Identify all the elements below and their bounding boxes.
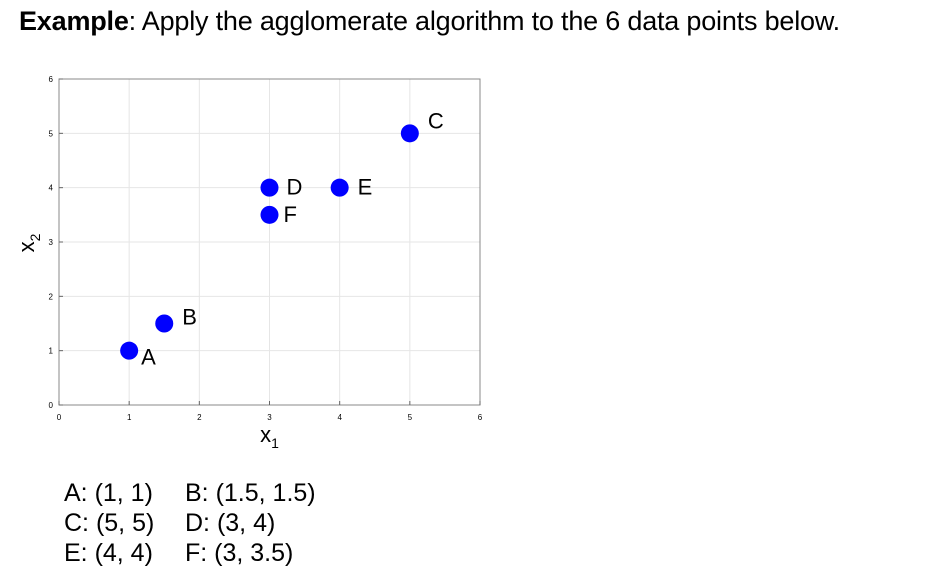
- point-label-e: E: [358, 175, 373, 200]
- x-tick-label: 1: [127, 413, 132, 422]
- data-point-c: [400, 124, 419, 143]
- x-tick-label: 6: [478, 413, 483, 422]
- x-tick-label: 5: [408, 413, 413, 422]
- coordinate-e: E: (4, 4): [64, 539, 153, 567]
- y-axis-label: x2: [14, 233, 43, 252]
- x-tick-label: 0: [57, 413, 62, 422]
- coordinate-c: C: (5, 5): [64, 509, 155, 537]
- coordinate-f: F: (3, 3.5): [185, 539, 294, 567]
- coordinate-a: A: (1, 1): [64, 479, 153, 507]
- data-point-a: [120, 341, 139, 360]
- y-tick-label: 6: [49, 75, 54, 84]
- title-bold: Example: [19, 6, 129, 36]
- x-tick-label: 3: [267, 413, 272, 422]
- coordinate-row: C: (5, 5) D: (3, 4): [64, 508, 316, 538]
- point-label-a: A: [141, 345, 156, 370]
- data-point-e: [330, 178, 349, 197]
- y-tick-label: 5: [49, 129, 54, 138]
- data-points: A B C D E F: [120, 108, 444, 370]
- point-label-c: C: [428, 108, 444, 133]
- y-tick-label: 0: [49, 401, 54, 410]
- point-label-f: F: [284, 202, 297, 227]
- y-tick-label: 3: [49, 238, 54, 247]
- coordinate-b: B: (1.5, 1.5): [185, 479, 316, 507]
- coordinate-list: A: (1, 1) B: (1.5, 1.5) C: (5, 5) D: (3,…: [64, 478, 316, 568]
- x-axis-label-main: x: [260, 422, 271, 447]
- x-axis-label-sub: 1: [271, 435, 279, 451]
- axis-ticks: 0 1 2 3 4 5 6 0 1 2 3 4 5 6: [49, 75, 483, 422]
- x-tick-label: 2: [197, 413, 202, 422]
- y-axis-label-main: x: [14, 241, 39, 252]
- point-label-d: D: [287, 175, 303, 200]
- coordinate-row: A: (1, 1) B: (1.5, 1.5): [64, 478, 316, 508]
- x-tick-label: 4: [337, 413, 342, 422]
- point-label-b: B: [182, 305, 197, 330]
- page-title: Example: Apply the agglomerate algorithm…: [19, 6, 840, 37]
- coordinate-row: E: (4, 4) F: (3, 3.5): [64, 538, 316, 568]
- coordinate-d: D: (3, 4): [185, 509, 276, 537]
- y-tick-label: 1: [49, 347, 54, 356]
- y-tick-label: 4: [49, 184, 54, 193]
- y-axis-label-sub: 2: [27, 233, 43, 241]
- data-point-d: [260, 178, 279, 197]
- data-point-b: [155, 314, 174, 333]
- data-point-f: [260, 205, 279, 224]
- title-text: : Apply the agglomerate algorithm to the…: [128, 6, 840, 36]
- x-axis-label: x1: [260, 422, 279, 451]
- y-tick-label: 2: [49, 292, 54, 301]
